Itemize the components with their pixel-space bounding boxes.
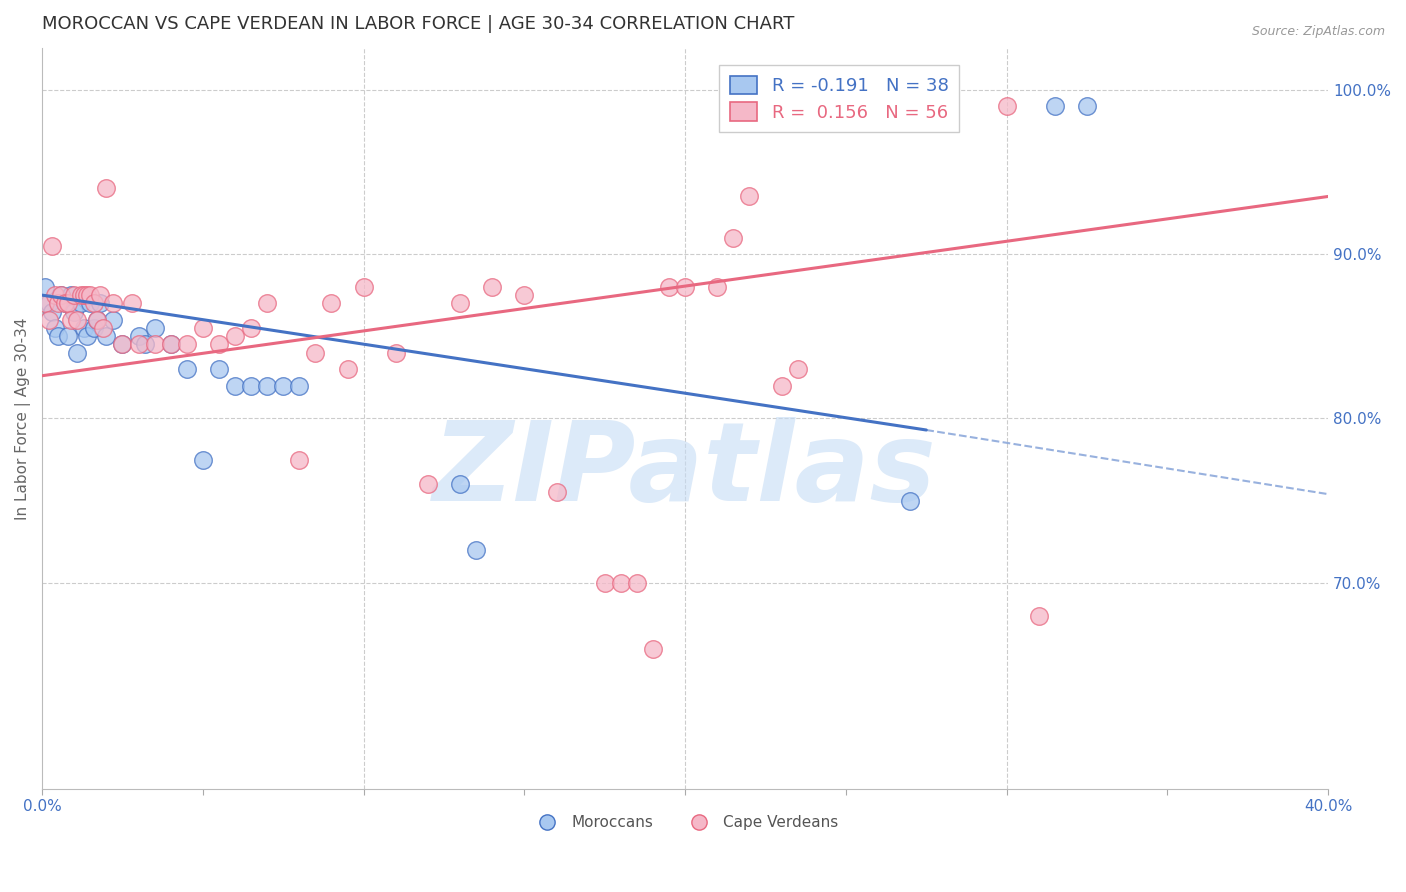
Point: [76, 288, 98, 302]
Point: [240, 321, 263, 335]
Point: [83, 296, 105, 310]
Point: [738, 189, 761, 203]
Point: [121, 296, 143, 310]
Point: [51, 288, 73, 302]
Point: [56, 329, 79, 343]
Point: [288, 378, 311, 392]
Point: [56, 296, 79, 310]
Point: [66, 345, 89, 359]
Point: [89, 288, 111, 302]
Point: [176, 337, 198, 351]
Point: [224, 378, 246, 392]
Point: [111, 337, 134, 351]
Point: [176, 362, 198, 376]
Point: [73, 321, 96, 335]
Point: [449, 296, 471, 310]
Point: [626, 576, 648, 591]
Point: [898, 493, 921, 508]
Point: [44, 288, 66, 302]
Point: [336, 362, 359, 376]
Point: [1043, 99, 1066, 113]
Point: [191, 321, 214, 335]
Point: [321, 296, 343, 310]
Point: [34, 296, 56, 310]
Point: [76, 329, 98, 343]
Point: [63, 288, 86, 302]
Point: [69, 288, 91, 302]
Point: [546, 485, 568, 500]
Point: [159, 337, 181, 351]
Point: [128, 329, 150, 343]
Point: [658, 280, 681, 294]
Text: ZIPatlas: ZIPatlas: [433, 417, 936, 524]
Point: [86, 313, 108, 327]
Point: [128, 337, 150, 351]
Point: [111, 337, 134, 351]
Point: [416, 477, 439, 491]
Point: [86, 313, 108, 327]
Text: MOROCCAN VS CAPE VERDEAN IN LABOR FORCE | AGE 30-34 CORRELATION CHART: MOROCCAN VS CAPE VERDEAN IN LABOR FORCE …: [42, 15, 794, 33]
Point: [256, 378, 278, 392]
Point: [79, 288, 101, 302]
Point: [304, 345, 326, 359]
Point: [143, 337, 166, 351]
Point: [208, 337, 231, 351]
Point: [46, 329, 69, 343]
Point: [83, 321, 105, 335]
Point: [449, 477, 471, 491]
Point: [465, 543, 488, 558]
Point: [159, 337, 181, 351]
Text: Source: ZipAtlas.com: Source: ZipAtlas.com: [1251, 25, 1385, 38]
Point: [41, 304, 63, 318]
Y-axis label: In Labor Force | Age 30-34: In Labor Force | Age 30-34: [15, 318, 31, 520]
Point: [610, 576, 633, 591]
Point: [224, 329, 246, 343]
Point: [1076, 99, 1098, 113]
Point: [34, 280, 56, 294]
Point: [60, 313, 83, 327]
Point: [91, 321, 114, 335]
Point: [96, 181, 118, 195]
Point: [256, 296, 278, 310]
Legend: Moroccans, Cape Verdeans: Moroccans, Cape Verdeans: [526, 809, 845, 837]
Point: [593, 576, 616, 591]
Point: [1028, 608, 1050, 623]
Point: [63, 304, 86, 318]
Point: [96, 329, 118, 343]
Point: [44, 321, 66, 335]
Point: [770, 378, 793, 392]
Point: [38, 313, 60, 327]
Point: [353, 280, 375, 294]
Point: [60, 288, 83, 302]
Point: [89, 296, 111, 310]
Point: [240, 378, 263, 392]
Point: [641, 641, 664, 656]
Point: [706, 280, 728, 294]
Point: [384, 345, 406, 359]
Point: [673, 280, 696, 294]
Point: [41, 239, 63, 253]
Point: [208, 362, 231, 376]
Point: [79, 296, 101, 310]
Point: [786, 362, 808, 376]
Point: [51, 288, 73, 302]
Point: [191, 452, 214, 467]
Point: [66, 313, 89, 327]
Point: [513, 288, 536, 302]
Point: [723, 230, 745, 244]
Point: [288, 452, 311, 467]
Point: [995, 99, 1018, 113]
Point: [101, 313, 124, 327]
Point: [69, 296, 91, 310]
Point: [481, 280, 503, 294]
Point: [73, 288, 96, 302]
Point: [134, 337, 156, 351]
Point: [271, 378, 294, 392]
Point: [143, 321, 166, 335]
Point: [53, 296, 76, 310]
Point: [53, 296, 76, 310]
Point: [38, 296, 60, 310]
Point: [46, 296, 69, 310]
Point: [101, 296, 124, 310]
